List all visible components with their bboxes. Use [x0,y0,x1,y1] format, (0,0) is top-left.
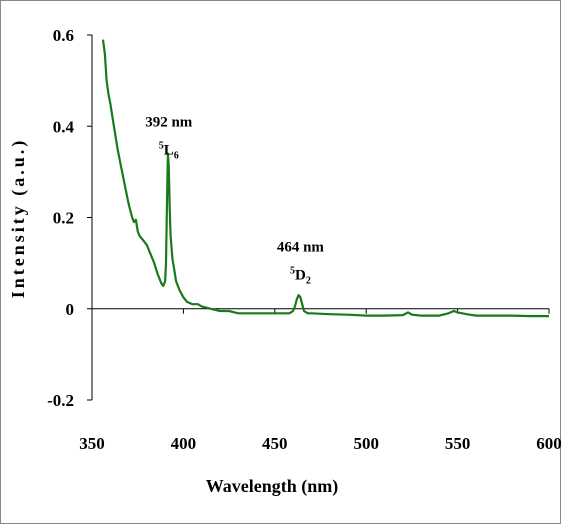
x-tick-label: 400 [171,434,197,453]
x-tick-label: 450 [262,434,288,453]
spectrum-line [101,39,549,318]
x-axis-title: Wavelength (nm) [206,476,339,497]
y-axis-title: Intensity (a.u.) [8,138,29,299]
x-tick-label: 550 [445,434,471,453]
y-tick-label: 0.2 [53,209,74,228]
peak-wavelength-label: 464 nm [277,240,325,256]
peak-wavelength-label: 392 nm [145,114,193,130]
x-tick-label: 500 [353,434,379,453]
x-tick-label: 600 [536,434,561,453]
y-tick-label: 0.6 [53,26,74,45]
y-tick-label: 0.4 [53,117,75,136]
y-tick-label: 0 [66,300,75,319]
y-tick-label: -0.2 [47,391,74,410]
peak-transition-label: 5L6 [159,140,179,161]
x-tick-label: 350 [79,434,105,453]
peak-transition-label: 5D2 [290,266,311,287]
